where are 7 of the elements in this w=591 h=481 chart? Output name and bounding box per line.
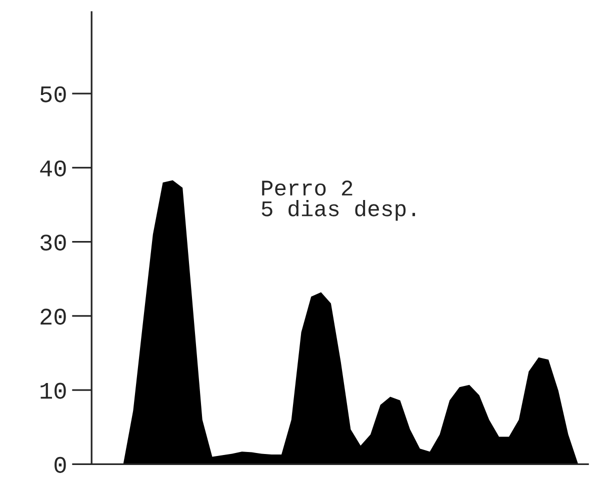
y-tick-label: 10	[40, 382, 66, 399]
y-tick-label: 0	[54, 456, 66, 473]
annotation: Perro 2 5 dias desp.	[262, 180, 416, 221]
y-tick-label: 50	[40, 86, 66, 102]
y-tick-label: 30	[40, 234, 66, 251]
y-tick-label: 40	[40, 160, 66, 176]
y-tick-label: 20	[40, 308, 66, 325]
